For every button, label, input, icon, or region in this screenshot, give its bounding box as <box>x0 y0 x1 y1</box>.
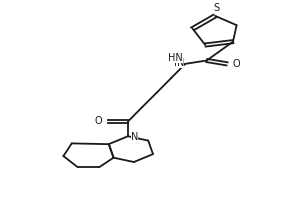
Text: O: O <box>94 116 102 126</box>
Text: N: N <box>177 58 184 68</box>
Text: H: H <box>174 58 182 68</box>
Text: O: O <box>232 59 240 69</box>
Text: N: N <box>131 132 138 142</box>
Text: HN: HN <box>168 53 183 63</box>
Text: S: S <box>214 3 220 13</box>
